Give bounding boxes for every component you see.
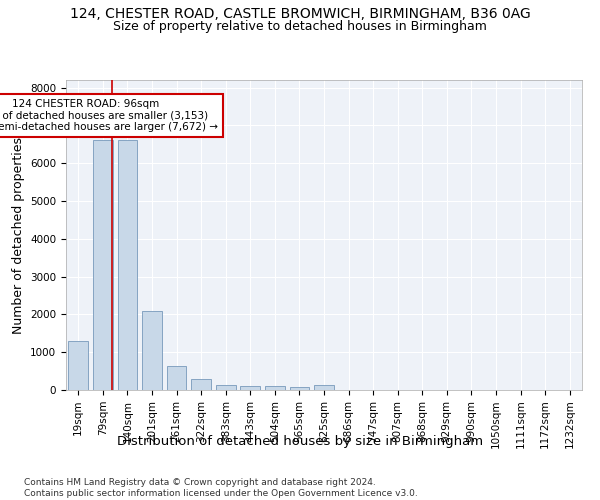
Text: Distribution of detached houses by size in Birmingham: Distribution of detached houses by size … [117, 435, 483, 448]
Bar [191, 379, 211, 390]
Bar [290, 387, 309, 390]
Bar [118, 140, 137, 390]
Bar [142, 312, 162, 390]
Y-axis label: Number of detached properties: Number of detached properties [11, 136, 25, 334]
Bar [314, 386, 334, 390]
Text: 124 CHESTER ROAD: 96sqm
← 29% of detached houses are smaller (3,153)
70% of semi: 124 CHESTER ROAD: 96sqm ← 29% of detache… [0, 99, 218, 132]
Bar [216, 384, 236, 390]
Text: Contains HM Land Registry data © Crown copyright and database right 2024.
Contai: Contains HM Land Registry data © Crown c… [24, 478, 418, 498]
Bar [93, 140, 113, 390]
Bar [265, 386, 284, 390]
Bar [167, 366, 187, 390]
Text: Size of property relative to detached houses in Birmingham: Size of property relative to detached ho… [113, 20, 487, 33]
Bar [241, 386, 260, 390]
Bar [68, 341, 88, 390]
Text: 124, CHESTER ROAD, CASTLE BROMWICH, BIRMINGHAM, B36 0AG: 124, CHESTER ROAD, CASTLE BROMWICH, BIRM… [70, 8, 530, 22]
